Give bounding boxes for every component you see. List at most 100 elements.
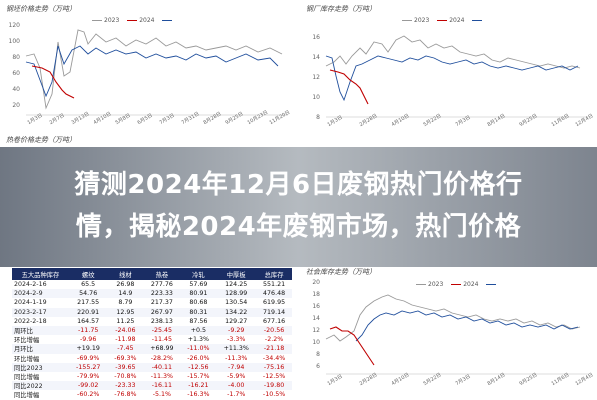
table-cell: -7.45 [107, 344, 144, 354]
headline-line-2[interactable]: 情，揭秘2024年废钢市场，热门价格 [75, 212, 522, 242]
table-cell: 677.16 [263, 317, 286, 325]
table-cell: 619.95 [263, 299, 286, 307]
table-cell: -28.2% [150, 354, 173, 362]
line-chart [25, 29, 288, 116]
table-row: 2024-2-9 54.76 14.9 223.33 80.91 128.99 476.48 [12, 289, 292, 299]
table-row: 2024-1-19 217.55 8.79 217.37 80.68 130.54 619.… [12, 298, 292, 307]
table-cell: -26.0% [187, 354, 210, 362]
table-cell: 14.9 [107, 289, 144, 299]
table-cell: -12.5% [262, 372, 286, 380]
chart-panel-bottom-right: 社会库存走势（万吨） 2023 2024 20 18 16 14 12 10 8… [300, 255, 597, 400]
table-cell: 87.56 [189, 317, 208, 325]
row-label: 同比增幅 [14, 373, 40, 381]
table-row: 2022-2-18 164.57 11.25 238.13 87.56 129.27 677… [12, 317, 292, 326]
table-cell: 277.76 [150, 281, 173, 289]
series-line-2024 [325, 55, 579, 102]
y-tick-label: 8 [316, 114, 320, 121]
table-cell: -34.4% [262, 354, 286, 362]
table-cell: -40.11 [143, 362, 181, 372]
series-line-2023 [325, 35, 581, 69]
table-cell: -7.94 [216, 362, 257, 372]
table-cell: -5.1% [152, 391, 171, 399]
table-header: 线材 [107, 268, 144, 280]
table-cell: -60.2% [77, 391, 100, 399]
y-tick-label: 120 [8, 22, 20, 29]
table-header: 中厚板 [216, 268, 257, 280]
table-cell: -2.2% [264, 336, 284, 344]
y-tick-label: 10 [312, 94, 320, 101]
table-cell: -16.21 [180, 381, 217, 391]
table-cell: -16.3% [187, 391, 210, 399]
table-cell: 267.97 [143, 307, 181, 317]
table-row: 同比2023 -155.27 -39.65 -40.11 -12.56 -7.94 -75.… [12, 362, 292, 372]
row-label: 同比增幅 [14, 392, 40, 400]
table-cell: -11.0% [180, 344, 217, 354]
y-tick-label: 80 [12, 54, 20, 61]
headline-line-1[interactable]: 猜测2024年12月6日废钢热门价格行 [74, 170, 523, 200]
table-cell: +19.19 [68, 344, 108, 354]
line-chart [325, 35, 588, 118]
table-cell: 57.69 [189, 281, 208, 289]
chart-panel-top-left: 钢坯价格走势（万吨） 2023 2024 120 100 80 60 40 20… [0, 0, 297, 145]
table-cell: -39.65 [107, 362, 144, 372]
chart-title: 钢坯价格走势（万吨） [6, 5, 76, 13]
table-cell: -5.9% [227, 372, 246, 380]
table-cell: 223.33 [143, 289, 181, 299]
row-label: 同比2022 [12, 381, 69, 391]
legend-label: 2023 [428, 281, 444, 288]
table-cell: -79.9% [77, 372, 100, 380]
table-cell: 130.54 [225, 299, 248, 307]
chart-legend: 2023 2024 [86, 17, 174, 24]
table-body: 2024-2-16 65.5 26.98 277.76 57.69 124.25 551.2… [12, 280, 292, 399]
table-cell: 476.48 [256, 289, 292, 299]
y-tick-label: 100 [8, 38, 20, 45]
table-cell: -11.3% [150, 372, 173, 380]
table-cell: -4.00 [216, 381, 257, 391]
table-cell: 551.21 [263, 281, 286, 289]
row-label: 环比增幅 [14, 337, 40, 345]
y-tick-label: 18 [312, 291, 320, 298]
legend-label: 2024 [139, 17, 155, 24]
inventory-table: 五大品种库存 螺纹 线材 热卷 冷轧 中厚板 总库存 2024-2-16 65.5… [12, 268, 292, 399]
table-cell: +11.3% [216, 344, 257, 354]
row-label: 环比增幅 [14, 355, 40, 363]
table-cell: -24.06 [107, 325, 144, 336]
legend-label: 2024 [449, 17, 465, 24]
headline-banner[interactable]: 猜测2024年12月6日废钢热门价格行 情，揭秘2024年废钢市场，热门价格 [0, 147, 597, 267]
y-tick-label: 12 [312, 327, 320, 334]
row-label: 2022-2-18 [14, 317, 47, 325]
series-line-red [329, 326, 375, 366]
table-cell: 129.27 [225, 317, 248, 325]
table-cell: 164.57 [77, 317, 100, 325]
x-axis: 1月3日 2月28日 4月10日 5月22日 7月3日 8月14日 9月25日 … [326, 372, 595, 399]
table-cell: -76.8% [114, 391, 137, 399]
series-line-red [329, 69, 369, 105]
series-line-red [31, 65, 75, 99]
table-header: 热卷 [143, 268, 181, 280]
table-cell: -16.11 [143, 381, 181, 391]
table-cell: -21.18 [256, 344, 292, 354]
y-tick-label: 60 [12, 70, 20, 77]
table-cell: -11.3% [225, 354, 248, 362]
table-cell: -20.56 [256, 325, 292, 336]
chart-title: 热卷价格走势（万吨） [6, 136, 76, 144]
table-row: 环比增幅 -9.96 -11.98 -11.45 +1.3% -3.3% -2.2% [12, 335, 292, 344]
table-cell: -12.56 [180, 362, 217, 372]
table-cell: -10.5% [262, 391, 286, 399]
table-cell: -155.27 [68, 362, 108, 372]
table-cell: 11.25 [116, 317, 135, 325]
row-label: 同比2023 [12, 362, 69, 372]
table-cell: -69.9% [77, 354, 100, 362]
table-cell: -19.80 [256, 381, 292, 391]
chart-title: 社会库存走势（万吨） [306, 268, 376, 276]
y-tick-label: 10 [312, 339, 320, 346]
table-row: 2023-2-17 220.91 12.95 267.97 80.31 134.22 719… [12, 307, 292, 317]
table-cell: -11.98 [115, 336, 136, 344]
table-cell: 128.99 [216, 289, 257, 299]
y-tick-label: 20 [312, 279, 320, 286]
table-cell: 238.13 [150, 317, 173, 325]
table-cell: -25.45 [143, 325, 181, 336]
chart-panel-top-right: 钢厂库存走势（万吨） 2023 2024 16 14 12 10 8 1月3日 … [300, 0, 597, 145]
table-cell: -1.7% [227, 391, 246, 399]
table-cell: -69.3% [114, 354, 137, 362]
